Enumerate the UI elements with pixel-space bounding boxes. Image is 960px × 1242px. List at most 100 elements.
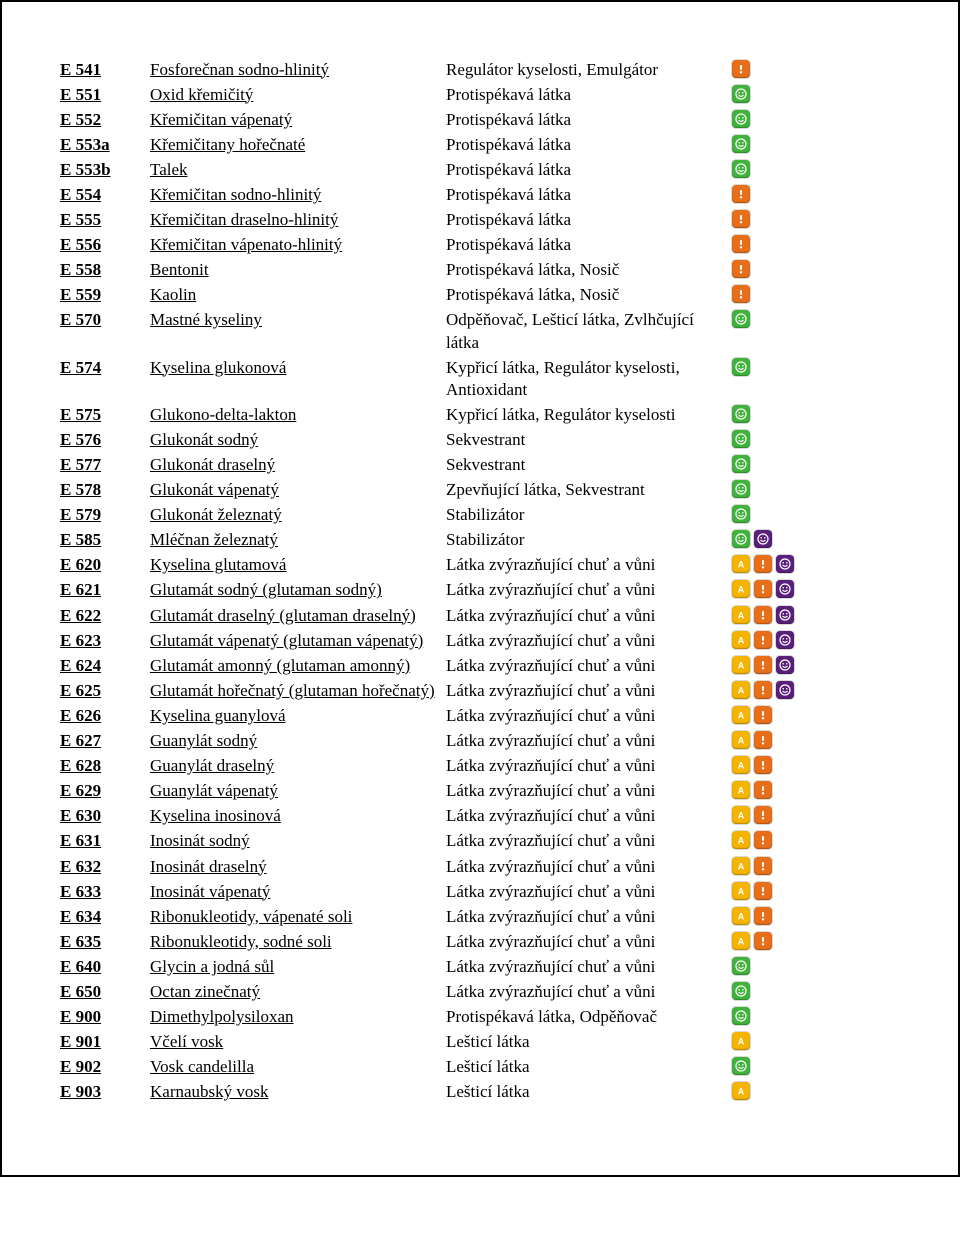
- additive-function: Látka zvýrazňující chuť a vůni: [446, 856, 732, 878]
- additive-name[interactable]: Glutamát draselný (glutaman draselný): [150, 605, 446, 627]
- additive-name[interactable]: Kyselina inosinová: [150, 805, 446, 827]
- caution-icon: [754, 907, 772, 925]
- additive-code[interactable]: E 630: [60, 805, 150, 827]
- additive-name[interactable]: Glutamát sodný (glutaman sodný): [150, 579, 446, 601]
- additive-code[interactable]: E 585: [60, 529, 150, 551]
- allergen-icon: A: [732, 681, 750, 699]
- additive-code[interactable]: E 554: [60, 184, 150, 206]
- rating-icons: [732, 454, 958, 473]
- additive-name[interactable]: Glukonát železnatý: [150, 504, 446, 526]
- additive-name[interactable]: Kyselina guanylová: [150, 705, 446, 727]
- additive-code[interactable]: E 901: [60, 1031, 150, 1053]
- additive-code[interactable]: E 623: [60, 630, 150, 652]
- additive-code[interactable]: E 553b: [60, 159, 150, 181]
- additive-code[interactable]: E 579: [60, 504, 150, 526]
- additive-code[interactable]: E 900: [60, 1006, 150, 1028]
- additive-code[interactable]: E 903: [60, 1081, 150, 1103]
- additive-code[interactable]: E 622: [60, 605, 150, 627]
- additive-name[interactable]: Oxid křemičitý: [150, 84, 446, 106]
- additive-function: Stabilizátor: [446, 504, 732, 526]
- additive-name[interactable]: Glutamát amonný (glutaman amonný): [150, 655, 446, 677]
- caution-icon: [754, 781, 772, 799]
- rating-icons: [732, 159, 958, 178]
- additive-name[interactable]: Guanylát draselný: [150, 755, 446, 777]
- additive-name[interactable]: Ribonukleotidy, sodné soli: [150, 931, 446, 953]
- additive-code[interactable]: E 559: [60, 284, 150, 306]
- additive-name[interactable]: Glukonát vápenatý: [150, 479, 446, 501]
- additive-code[interactable]: E 553a: [60, 134, 150, 156]
- additive-code[interactable]: E 634: [60, 906, 150, 928]
- additive-function: Protispékavá látka: [446, 234, 732, 256]
- additive-name[interactable]: Glycin a jodná sůl: [150, 956, 446, 978]
- additive-code[interactable]: E 558: [60, 259, 150, 281]
- table-row: E 634Ribonukleotidy, vápenaté soliLátka …: [2, 904, 958, 929]
- additive-name[interactable]: Křemičitan draselno-hlinitý: [150, 209, 446, 231]
- caution-icon: [732, 260, 750, 278]
- additive-code[interactable]: E 624: [60, 655, 150, 677]
- additive-name[interactable]: Glutamát vápenatý (glutaman vápenatý): [150, 630, 446, 652]
- additive-name[interactable]: Talek: [150, 159, 446, 181]
- additive-name[interactable]: Inosinát draselný: [150, 856, 446, 878]
- additive-name[interactable]: Křemičitan vápenatý: [150, 109, 446, 131]
- additive-name[interactable]: Kyselina glukonová: [150, 357, 446, 379]
- additive-code[interactable]: E 632: [60, 856, 150, 878]
- additive-code[interactable]: E 552: [60, 109, 150, 131]
- additive-name[interactable]: Guanylát vápenatý: [150, 780, 446, 802]
- additive-code[interactable]: E 635: [60, 931, 150, 953]
- additive-name[interactable]: Mastné kyseliny: [150, 309, 446, 331]
- additive-code[interactable]: E 578: [60, 479, 150, 501]
- additive-code[interactable]: E 627: [60, 730, 150, 752]
- additive-name[interactable]: Bentonit: [150, 259, 446, 281]
- rating-icons: [732, 981, 958, 1000]
- additive-code[interactable]: E 625: [60, 680, 150, 702]
- additive-code[interactable]: E 902: [60, 1056, 150, 1078]
- rating-icons: A: [732, 931, 958, 950]
- additive-code[interactable]: E 575: [60, 404, 150, 426]
- additive-name[interactable]: Včelí vosk: [150, 1031, 446, 1053]
- additive-code[interactable]: E 628: [60, 755, 150, 777]
- svg-text:A: A: [738, 635, 745, 645]
- additive-name[interactable]: Fosforečnan sodno-hlinitý: [150, 59, 446, 81]
- additive-code[interactable]: E 629: [60, 780, 150, 802]
- additive-code[interactable]: E 620: [60, 554, 150, 576]
- additive-code[interactable]: E 650: [60, 981, 150, 1003]
- safe-icon: [732, 455, 750, 473]
- rating-icons: A: [732, 705, 958, 724]
- additive-name[interactable]: Dimethylpolysiloxan: [150, 1006, 446, 1028]
- additive-code[interactable]: E 626: [60, 705, 150, 727]
- additive-name[interactable]: Křemičitan vápenato-hlinitý: [150, 234, 446, 256]
- additive-code[interactable]: E 640: [60, 956, 150, 978]
- additive-name[interactable]: Inosinát sodný: [150, 830, 446, 852]
- additive-name[interactable]: Vosk candelilla: [150, 1056, 446, 1078]
- additive-name[interactable]: Kyselina glutamová: [150, 554, 446, 576]
- additive-name[interactable]: Křemičitany hořečnaté: [150, 134, 446, 156]
- additive-name[interactable]: Inosinát vápenatý: [150, 881, 446, 903]
- additive-name[interactable]: Kaolin: [150, 284, 446, 306]
- additive-code[interactable]: E 633: [60, 881, 150, 903]
- additive-name[interactable]: Glukono-delta-lakton: [150, 404, 446, 426]
- additive-code[interactable]: E 577: [60, 454, 150, 476]
- additive-code[interactable]: E 541: [60, 59, 150, 81]
- rating-icons: [732, 529, 958, 548]
- additive-code[interactable]: E 570: [60, 309, 150, 331]
- additive-name[interactable]: Octan zinečnatý: [150, 981, 446, 1003]
- additive-name[interactable]: Glukonát draselný: [150, 454, 446, 476]
- additive-code[interactable]: E 556: [60, 234, 150, 256]
- additive-function: Látka zvýrazňující chuť a vůni: [446, 805, 732, 827]
- additive-code[interactable]: E 631: [60, 830, 150, 852]
- additive-name[interactable]: Glukonát sodný: [150, 429, 446, 451]
- additive-function: Látka zvýrazňující chuť a vůni: [446, 705, 732, 727]
- additive-name[interactable]: Ribonukleotidy, vápenaté soli: [150, 906, 446, 928]
- safe-icon: [732, 505, 750, 523]
- additive-name[interactable]: Mléčnan železnatý: [150, 529, 446, 551]
- additive-code[interactable]: E 551: [60, 84, 150, 106]
- additive-code[interactable]: E 621: [60, 579, 150, 601]
- additive-code[interactable]: E 576: [60, 429, 150, 451]
- additive-name[interactable]: Glutamát hořečnatý (glutaman hořečnatý): [150, 680, 446, 702]
- additive-name[interactable]: Karnaubský vosk: [150, 1081, 446, 1103]
- additive-name[interactable]: Guanylát sodný: [150, 730, 446, 752]
- additive-code[interactable]: E 574: [60, 357, 150, 379]
- additive-name[interactable]: Křemičitan sodno-hlinitý: [150, 184, 446, 206]
- additive-function: Protispékavá látka, Nosič: [446, 284, 732, 306]
- additive-code[interactable]: E 555: [60, 209, 150, 231]
